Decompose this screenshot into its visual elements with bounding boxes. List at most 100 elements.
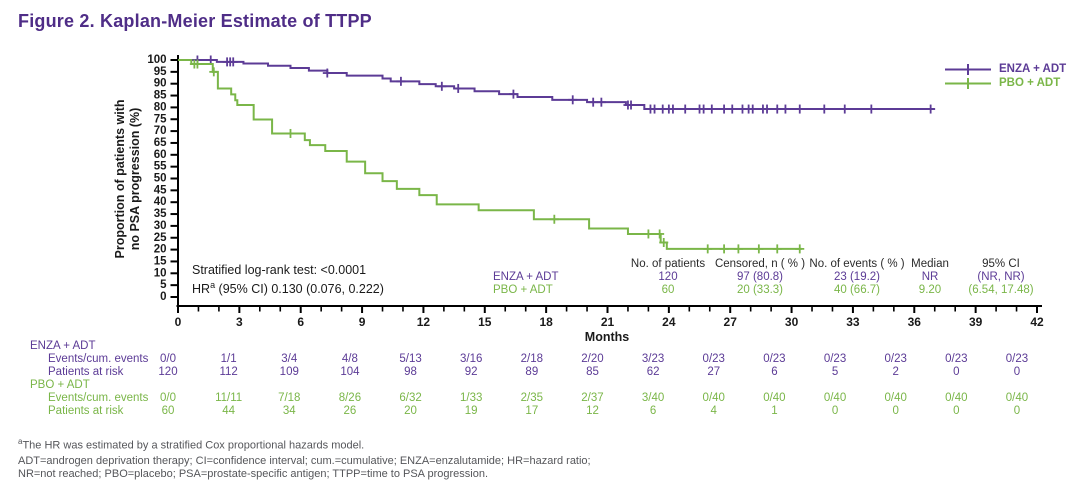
risk-cell: 0/40 bbox=[823, 392, 847, 404]
risk-cell: 1 bbox=[771, 405, 778, 417]
risk-cell: 89 bbox=[525, 366, 539, 378]
risk-cell: 3/4 bbox=[281, 353, 298, 365]
risk-cell: 7/18 bbox=[278, 392, 301, 404]
risk-cell: 12 bbox=[586, 405, 599, 417]
summary-header-censored: Censored, n ( % ) bbox=[714, 258, 806, 270]
risk-cell: 19 bbox=[464, 405, 478, 417]
risk-cell: 85 bbox=[586, 366, 599, 378]
summary-cell: 23 (19.2) bbox=[833, 271, 881, 283]
risk-cell: 5/13 bbox=[399, 353, 422, 365]
km-curve-enza bbox=[178, 59, 935, 111]
risk-section-label-pbo: PBO + ADT bbox=[30, 379, 90, 391]
x-tick-label: 39 bbox=[969, 315, 983, 329]
risk-cell: 0/23 bbox=[1005, 353, 1029, 365]
risk-cell: 3/16 bbox=[459, 353, 483, 365]
y-tick-label: 65 bbox=[154, 137, 167, 149]
risk-cell: 2/18 bbox=[520, 353, 544, 365]
risk-section-label-enza: ENZA + ADT bbox=[30, 340, 96, 352]
logrank-text: Stratified log-rank test: <0.0001 bbox=[192, 263, 367, 277]
x-tick-label: 12 bbox=[417, 315, 431, 329]
x-tick-label: 36 bbox=[908, 315, 922, 329]
y-tick-label: 50 bbox=[154, 173, 167, 185]
y-tick-label: 35 bbox=[154, 208, 167, 220]
risk-cell: 8/26 bbox=[338, 392, 362, 404]
risk-cell: 17 bbox=[525, 405, 539, 417]
summary-row-label-pbo: PBO + ADT bbox=[493, 284, 553, 296]
y-tick-label: 40 bbox=[154, 196, 167, 208]
summary-row-label-enza: ENZA + ADT bbox=[493, 271, 559, 283]
legend-label-enza: ENZA + ADT bbox=[999, 63, 1067, 75]
y-tick-label: 5 bbox=[160, 279, 167, 291]
y-tick-label: 90 bbox=[154, 78, 167, 90]
risk-cell: 3/23 bbox=[641, 353, 665, 365]
risk-cell: 11/11 bbox=[215, 392, 243, 404]
y-tick-label: 45 bbox=[154, 184, 167, 196]
risk-cell: 0 bbox=[953, 405, 960, 417]
x-tick-label: 21 bbox=[601, 315, 615, 329]
y-tick-label: 70 bbox=[154, 125, 167, 137]
summary-cell: (NR, NR) bbox=[977, 271, 1025, 283]
x-tick-label: 0 bbox=[175, 315, 182, 329]
x-tick-label: 6 bbox=[297, 315, 304, 329]
risk-cell: 27 bbox=[707, 366, 721, 378]
summary-cell: 20 (33.3) bbox=[736, 284, 784, 296]
risk-cell: 0/0 bbox=[160, 392, 176, 404]
summary-header-events: No. of events ( % ) bbox=[809, 258, 905, 270]
footnote-hr: aThe HR was estimated by a stratified Co… bbox=[18, 437, 365, 452]
risk-cell: 0/40 bbox=[945, 392, 968, 404]
km-curve-pbo bbox=[178, 59, 802, 250]
pbo-line-marker-icon bbox=[945, 77, 991, 89]
risk-cell: 6 bbox=[771, 366, 778, 378]
risk-cell: 0/23 bbox=[702, 353, 725, 365]
risk-cell: 0 bbox=[953, 366, 960, 378]
risk-cell: 62 bbox=[646, 366, 660, 378]
risk-cell: 2 bbox=[892, 366, 899, 378]
summary-header-ci: 95% CI bbox=[982, 258, 1020, 270]
risk-cell: 112 bbox=[219, 366, 238, 378]
risk-cell: 92 bbox=[464, 366, 478, 378]
risk-row-label-enza-atrisk: Patients at risk bbox=[48, 366, 124, 378]
risk-cell: 2/20 bbox=[581, 353, 604, 365]
risk-cell: 1/33 bbox=[459, 392, 483, 404]
risk-cell: 104 bbox=[340, 366, 360, 378]
risk-row-label-pbo-atrisk: Patients at risk bbox=[48, 405, 124, 417]
risk-cell: 98 bbox=[404, 366, 417, 378]
risk-cell: 6 bbox=[649, 405, 657, 417]
y-tick-label: 30 bbox=[154, 220, 167, 232]
risk-cell: 20 bbox=[404, 405, 417, 417]
summary-cell: 120 bbox=[658, 271, 678, 283]
risk-cell: 0/40 bbox=[702, 392, 725, 404]
y-tick-label: 20 bbox=[154, 244, 167, 256]
risk-cell: 0/40 bbox=[884, 392, 907, 404]
risk-cell: 0/23 bbox=[823, 353, 847, 365]
risk-cell: 60 bbox=[161, 405, 175, 417]
risk-row-label-pbo-events: Events/cum. events bbox=[48, 392, 149, 404]
risk-cell: 34 bbox=[282, 405, 296, 417]
y-tick-label: 95 bbox=[154, 66, 167, 78]
risk-cell: 120 bbox=[158, 366, 178, 378]
y-tick-label: 80 bbox=[154, 101, 167, 113]
summary-cell: 40 (66.7) bbox=[833, 284, 881, 296]
risk-cell: 2/37 bbox=[581, 392, 604, 404]
risk-row-label-enza-events: Events/cum. events bbox=[48, 353, 149, 365]
risk-cell: 0/0 bbox=[160, 353, 176, 365]
y-tick-label: 55 bbox=[154, 161, 167, 173]
summary-cell: (6.54, 17.48) bbox=[968, 284, 1034, 296]
risk-cell: 2/35 bbox=[520, 392, 544, 404]
risk-cell: 0 bbox=[892, 405, 899, 417]
legend: ENZA + ADT PBO + ADT bbox=[944, 62, 1066, 90]
legend-label-pbo: PBO + ADT bbox=[999, 77, 1061, 89]
hazard-ratio-text: HRa (95% CI) 0.130 (0.076, 0.222) bbox=[192, 279, 384, 296]
stats-annotation: Stratified log-rank test: <0.0001 HRa (9… bbox=[192, 263, 384, 296]
x-axis-title: Months bbox=[584, 330, 630, 344]
risk-cell: 4/8 bbox=[341, 353, 358, 365]
footnote-abbrev-1: ADT=androgen deprivation therapy; CI=con… bbox=[18, 455, 591, 467]
x-tick-label: 9 bbox=[359, 315, 366, 329]
risk-cell: 4 bbox=[710, 405, 717, 417]
x-tick-label: 33 bbox=[846, 315, 860, 329]
y-tick-label: 15 bbox=[154, 255, 167, 267]
summary-cell: NR bbox=[921, 271, 939, 283]
summary-cell: 97 (80.8) bbox=[736, 271, 784, 283]
